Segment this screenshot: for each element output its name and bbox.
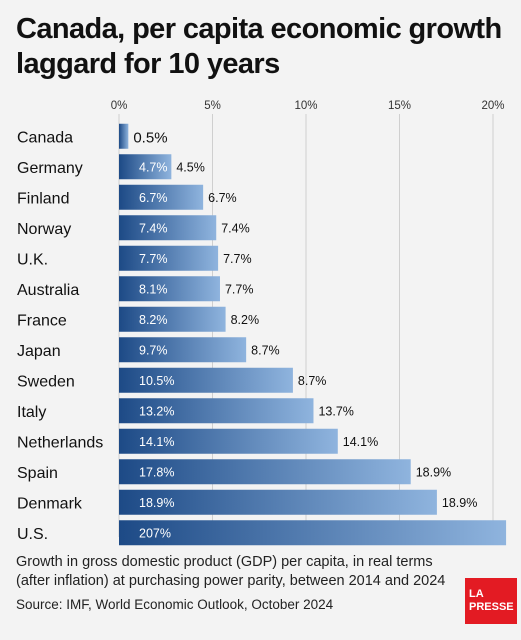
bar-value-label: 13.7% xyxy=(318,404,353,418)
bar-inside-label: 14.1% xyxy=(139,435,174,449)
source-note: Source: IMF, World Economic Outlook, Oct… xyxy=(16,597,334,612)
logo-line-2: PRESSE xyxy=(469,601,514,613)
category-label: Australia xyxy=(17,282,79,299)
bar-inside-label: 10.5% xyxy=(139,374,174,388)
bar-value-label: 8.2% xyxy=(231,313,260,327)
x-tick-label: 0% xyxy=(111,100,128,112)
bar xyxy=(119,184,204,210)
bar-chart: 0% 5% 10% 15% 20% 0.5% 4.7% 4.5% 6.7% 6.7% 7.4% 7.… xyxy=(17,100,507,546)
bar xyxy=(119,306,226,332)
bar xyxy=(119,398,314,424)
chart-description: Growth in gross domestic product (GDP) p… xyxy=(16,554,446,589)
la-presse-logo: LA PRESSE xyxy=(465,578,517,624)
bar-value-label: 7.7% xyxy=(225,282,254,296)
category-label: U.S. xyxy=(17,526,48,543)
category-label: Denmark xyxy=(17,495,83,512)
bar xyxy=(119,276,220,302)
bars: 0.5% 4.7% 4.5% 6.7% 6.7% 7.4% 7.4% 7.7% 7.7% 8.1%… xyxy=(119,123,507,546)
category-label: Spain xyxy=(17,465,58,482)
bar-inside-label: 8.1% xyxy=(139,282,168,296)
bar xyxy=(119,215,217,241)
bar xyxy=(119,123,129,149)
bar-value-label: 7.7% xyxy=(223,252,252,266)
bar xyxy=(119,154,172,180)
x-tick-label: 20% xyxy=(481,100,504,112)
logo-line-1: LA xyxy=(469,588,484,600)
bar-value-label: 18.9% xyxy=(442,496,477,510)
footer: Growth in gross domestic product (GDP) p… xyxy=(16,553,456,614)
bar-value-label: 18.9% xyxy=(416,465,451,479)
bar-inside-label: 9.7% xyxy=(139,343,168,357)
bar-value-label: 4.5% xyxy=(176,160,205,174)
bar xyxy=(119,428,338,454)
bar xyxy=(119,337,247,363)
bar-inside-label: 18.9% xyxy=(139,496,174,510)
category-label: Netherlands xyxy=(17,434,103,451)
bar-value-label: 6.7% xyxy=(208,191,237,205)
bar-value-label: 0.5% xyxy=(133,129,167,146)
bar-inside-label: 13.2% xyxy=(139,404,174,418)
bar-inside-label: 7.4% xyxy=(139,221,168,235)
bar-inside-label: 4.7% xyxy=(139,160,168,174)
category-label: Canada xyxy=(17,129,73,146)
x-tick-labels: 0% 5% 10% 15% 20% xyxy=(111,100,505,112)
bar-value-label: 14.1% xyxy=(343,435,378,449)
x-tick-label: 15% xyxy=(388,100,411,112)
bar-inside-label: 7.7% xyxy=(139,252,168,266)
category-label: Sweden xyxy=(17,373,75,390)
bar xyxy=(119,367,293,393)
category-label: Japan xyxy=(17,343,61,360)
category-label: Norway xyxy=(17,221,71,238)
category-label: Italy xyxy=(17,404,46,421)
category-label: Germany xyxy=(17,160,83,177)
bar xyxy=(119,520,507,546)
bar-value-label: 8.7% xyxy=(251,343,280,357)
bar-inside-label: 17.8% xyxy=(139,465,174,479)
category-labels: Canada Germany Finland Norway U.K. Australia F… xyxy=(17,129,103,543)
chart-title: Canada, per capita economic growth lagga… xyxy=(16,13,502,80)
bar xyxy=(119,459,411,485)
category-label: U.K. xyxy=(17,251,48,268)
category-label: Finland xyxy=(17,190,69,207)
bar-value-label: 8.7% xyxy=(298,374,327,388)
bar-inside-label: 207% xyxy=(139,526,171,540)
x-tick-label: 5% xyxy=(204,100,221,112)
bar xyxy=(119,489,437,515)
bar-inside-label: 8.2% xyxy=(139,313,168,327)
bar-value-label: 7.4% xyxy=(221,221,250,235)
bar-inside-label: 6.7% xyxy=(139,191,168,205)
bar xyxy=(119,245,219,271)
x-tick-label: 10% xyxy=(294,100,317,112)
category-label: France xyxy=(17,312,67,329)
